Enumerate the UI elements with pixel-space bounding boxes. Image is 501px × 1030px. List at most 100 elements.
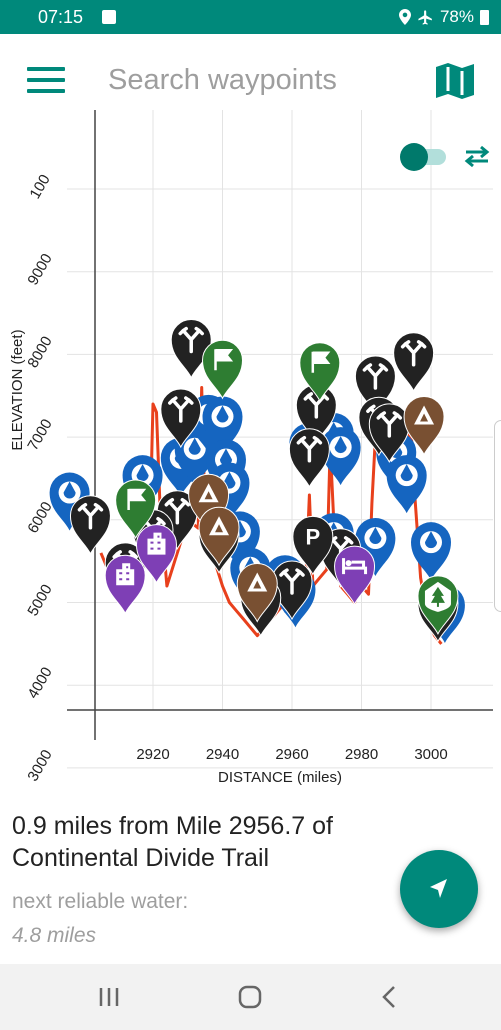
trail-junction-icon: [168, 396, 194, 423]
flag-icon: [127, 488, 147, 510]
waypoint-marker-junction[interactable]: [69, 495, 111, 555]
y-tick-label: 8000: [24, 333, 55, 370]
battery-icon: [480, 9, 489, 25]
waypoint-marker-flag[interactable]: [201, 339, 244, 400]
y-tick-label: 7000: [24, 416, 55, 453]
waypoint-marker-water[interactable]: [411, 522, 451, 581]
distance-line-2: Continental Divide Trail: [12, 844, 270, 872]
water-drop-icon: [425, 531, 437, 549]
distance-line-1: 0.9 miles from Mile 2956.7 of: [12, 812, 333, 840]
y-tick-label: 3000: [24, 747, 55, 784]
trail-junction-icon: [77, 502, 104, 530]
waypoint-marker-building[interactable]: [135, 524, 177, 584]
search-input[interactable]: [108, 60, 408, 100]
town-building-icon: [119, 566, 130, 581]
waypoint-marker-flag[interactable]: [299, 342, 341, 402]
marker-pin: [292, 515, 334, 576]
locate-button[interactable]: [400, 850, 478, 928]
x-tick-label: 2920: [136, 746, 169, 763]
flag-icon: [311, 351, 331, 373]
waypoint-marker-water[interactable]: [202, 396, 243, 455]
distance-from-trail: 0.9 miles from Mile 2956.7 of Continenta…: [12, 810, 392, 874]
waypoint-marker-water[interactable]: [386, 455, 427, 514]
elevation-chart[interactable]: P 2920 2940 2960 2980 3000 3000 4000 5000 6000 70…: [0, 110, 501, 800]
elevation-chart-svg: P 2920 2940 2960 2980 3000 3000 4000 5000 6000 70…: [9, 110, 493, 786]
marker-pin: [115, 479, 157, 540]
x-tick-label: 2980: [345, 746, 378, 763]
water-drop-icon: [219, 448, 232, 466]
waypoint-marker-water[interactable]: [320, 427, 361, 486]
recent-apps-icon[interactable]: [89, 980, 129, 1014]
y-axis-title: ELEVATION (feet): [9, 329, 26, 450]
y-tick-label: 5000: [24, 582, 55, 619]
marker-pin: [198, 506, 240, 567]
status-icons: 78%: [398, 7, 489, 27]
campsite-icon: [215, 524, 224, 533]
waypoint-marker-building[interactable]: [104, 554, 146, 615]
trail-junction-icon: [178, 326, 204, 354]
x-tick-label: 2960: [275, 746, 308, 763]
y-tick-label: 4000: [24, 664, 55, 701]
side-scroll-handle[interactable]: [494, 420, 501, 612]
battery-percent: 78%: [439, 7, 474, 26]
lodging-bed-icon: [345, 560, 352, 567]
water-drop-icon: [216, 405, 229, 423]
waypoint-marker-junction[interactable]: [160, 388, 202, 449]
campsite-icon: [253, 580, 262, 589]
park-shield-icon: [430, 586, 445, 607]
water-drop-icon: [188, 437, 201, 455]
trail-junction-icon: [296, 435, 323, 463]
trail-junction-icon: [164, 497, 191, 525]
x-tick-label: 2940: [206, 746, 239, 763]
x-axis-title: DISTANCE (miles): [218, 769, 342, 786]
next-water-label: next reliable water:: [12, 890, 189, 913]
waypoint-marker-lodging[interactable]: [334, 545, 376, 606]
water-drop-icon: [369, 527, 382, 545]
app-bar: [0, 34, 501, 126]
waypoint-marker-camp[interactable]: [236, 563, 278, 623]
swap-direction-icon[interactable]: [462, 143, 492, 169]
water-drop-icon: [63, 481, 76, 499]
waypoint-marker-camp[interactable]: [403, 396, 445, 456]
trail-junction-icon: [279, 568, 305, 595]
waypoint-marker-junction[interactable]: [271, 560, 313, 621]
back-icon[interactable]: [370, 980, 410, 1014]
water-drop-icon: [136, 464, 149, 482]
home-icon[interactable]: [230, 980, 270, 1014]
campsite-icon: [420, 413, 429, 422]
marker-pin: [201, 339, 244, 400]
water-drop-icon: [400, 464, 413, 482]
y-tick-label: 9000: [24, 251, 55, 288]
status-time: 07:15: [38, 7, 84, 27]
water-drop-icon: [334, 436, 347, 454]
waypoint-marker-junction[interactable]: [393, 332, 435, 392]
parking-icon: P: [306, 524, 321, 549]
status-bar: 07:15 78%: [0, 0, 501, 34]
navigation-arrow-icon: [430, 879, 447, 898]
trail-junction-icon: [400, 340, 427, 367]
marker-pin: [299, 342, 341, 402]
flag-icon: [214, 348, 234, 371]
map-icon[interactable]: [434, 61, 476, 101]
notification-icon: [102, 10, 116, 24]
marker-pin: [403, 396, 445, 456]
lodging-bed-icon: [342, 558, 368, 575]
trail-junction-icon: [376, 411, 403, 438]
waypoint-marker-junction[interactable]: [368, 403, 410, 464]
waypoint-marker-flag[interactable]: [115, 479, 157, 540]
waypoint-marker-camp[interactable]: [198, 506, 240, 567]
y-tick-label: 6000: [24, 499, 55, 536]
trail-junction-icon: [362, 363, 389, 390]
chart-toggle-switch[interactable]: [400, 143, 448, 171]
menu-button[interactable]: [27, 67, 65, 95]
marker-pin: [236, 563, 278, 623]
next-water-value: 4.8 miles: [12, 924, 97, 947]
x-tick-label: 3000: [414, 746, 447, 763]
system-nav-bar: [0, 964, 501, 1030]
campsite-icon: [204, 491, 213, 500]
waypoint-marker-parking[interactable]: P: [292, 515, 334, 576]
waypoint-marker-park[interactable]: [417, 575, 459, 636]
y-tick-label: 100: [26, 172, 53, 202]
waypoint-marker-junction[interactable]: [288, 428, 330, 488]
location-icon: [398, 9, 411, 25]
